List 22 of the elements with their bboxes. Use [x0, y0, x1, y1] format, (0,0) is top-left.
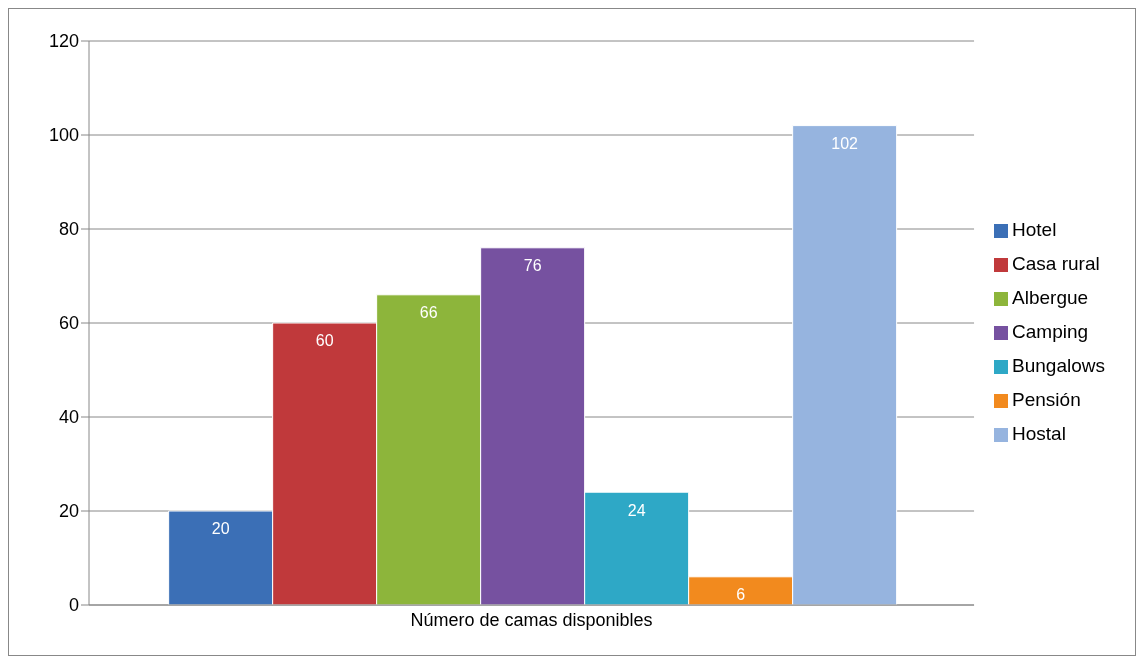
y-tick-label: 80: [58, 219, 79, 240]
data-label: 102: [831, 134, 859, 152]
y-tick-label: 60: [58, 313, 79, 334]
y-tick-label: 120: [48, 31, 79, 52]
data-label: 24: [627, 501, 646, 519]
y-tick-label: 40: [58, 407, 79, 428]
legend-label: Bungalows: [1012, 355, 1105, 376]
legend-label: Albergue: [1012, 287, 1089, 308]
legend-label: Camping: [1012, 321, 1089, 342]
y-tick-label: 20: [58, 501, 79, 522]
legend-label: Hotel: [1012, 219, 1057, 240]
data-label: 76: [523, 257, 542, 275]
data-label: 66: [419, 304, 438, 322]
legend-label: Hostal: [1012, 423, 1066, 444]
data-label: 20: [211, 520, 230, 538]
legend-label: Casa rural: [1012, 253, 1100, 274]
y-tick-label: 0: [68, 595, 79, 616]
legend-label: Pensión: [1012, 389, 1081, 410]
data-label: 60: [315, 332, 334, 350]
x-tick-label: Número de camas disponibles: [410, 609, 653, 630]
y-tick-label: 100: [48, 125, 79, 146]
data-label: 6: [736, 586, 746, 604]
